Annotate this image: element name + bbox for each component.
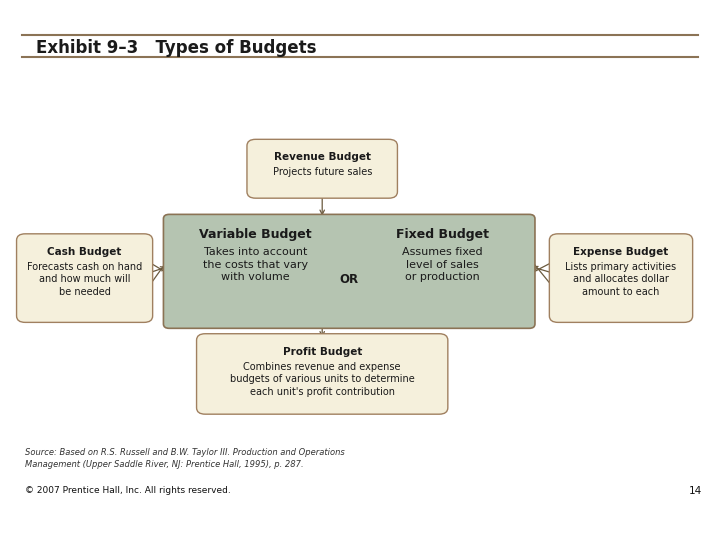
Text: Source: Based on R.S. Russell and B.W. Taylor III. Production and Operations
Man: Source: Based on R.S. Russell and B.W. T…: [25, 448, 345, 469]
Text: 14: 14: [689, 486, 702, 496]
Text: Profit Budget: Profit Budget: [282, 347, 362, 357]
Text: Variable Budget: Variable Budget: [199, 228, 312, 241]
Text: OR: OR: [340, 273, 359, 286]
FancyBboxPatch shape: [247, 139, 397, 198]
Text: Forecasts cash on hand
and how much will
be needed: Forecasts cash on hand and how much will…: [27, 262, 143, 296]
FancyBboxPatch shape: [17, 234, 153, 322]
Text: Exhibit 9–3   Types of Budgets: Exhibit 9–3 Types of Budgets: [36, 38, 317, 57]
Text: © 2007 Prentice Hall, Inc. All rights reserved.: © 2007 Prentice Hall, Inc. All rights re…: [25, 486, 231, 495]
Text: Revenue Budget: Revenue Budget: [274, 152, 371, 163]
FancyBboxPatch shape: [197, 334, 448, 414]
Text: Projects future sales: Projects future sales: [272, 167, 372, 178]
Text: Combines revenue and expense
budgets of various units to determine
each unit's p: Combines revenue and expense budgets of …: [230, 362, 415, 396]
Text: Assumes fixed
level of sales
or production: Assumes fixed level of sales or producti…: [402, 247, 483, 282]
Text: Cash Budget: Cash Budget: [48, 247, 122, 257]
Text: Lists primary activities
and allocates dollar
amount to each: Lists primary activities and allocates d…: [565, 262, 677, 296]
FancyBboxPatch shape: [549, 234, 693, 322]
FancyBboxPatch shape: [163, 214, 535, 328]
Text: Fixed Budget: Fixed Budget: [396, 228, 490, 241]
Text: Expense Budget: Expense Budget: [573, 247, 669, 257]
Text: Takes into account
the costs that vary
with volume: Takes into account the costs that vary w…: [203, 247, 308, 282]
